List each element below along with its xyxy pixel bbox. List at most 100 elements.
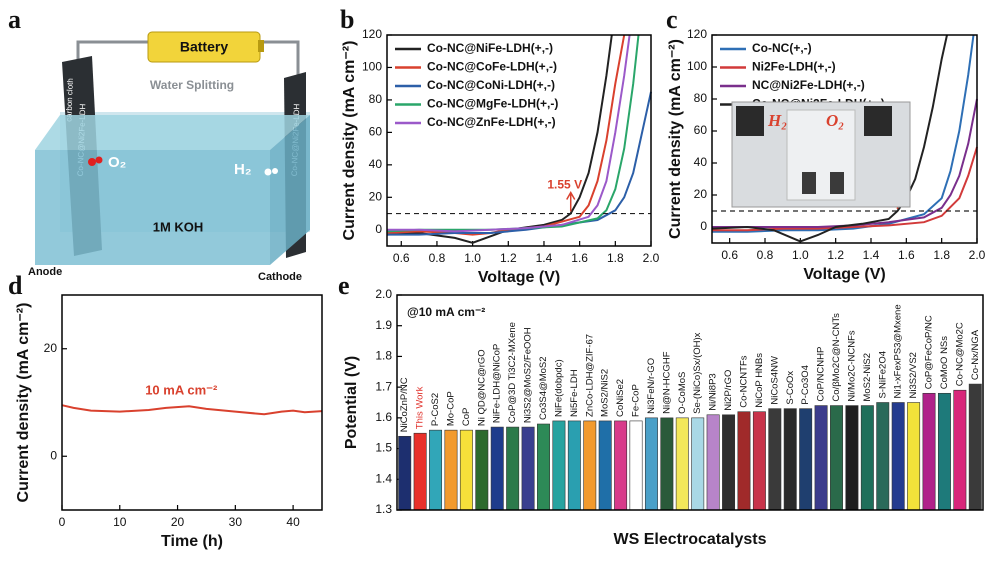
category-label: Co-Nx/NGA xyxy=(970,329,981,380)
x-tick-label: 1.2 xyxy=(827,248,844,262)
x-tick-label: 1.4 xyxy=(536,251,553,265)
x-axis-title: Time (h) xyxy=(161,533,223,550)
bar xyxy=(737,411,751,511)
x-axis-title: Voltage (V) xyxy=(478,269,560,286)
bar xyxy=(937,392,951,511)
bar xyxy=(814,405,828,511)
y-tick-label: 1.8 xyxy=(375,349,392,363)
x-tick-label: 0.6 xyxy=(393,251,410,265)
x-tick-label: 1.6 xyxy=(571,251,588,265)
schematic-title: Water Splitting xyxy=(150,78,234,92)
tank-side xyxy=(270,115,310,265)
inset-label: H₂ xyxy=(767,111,787,130)
x-tick-label: 2.0 xyxy=(643,251,660,265)
bar xyxy=(922,392,936,511)
x-tick-label: 30 xyxy=(229,515,243,529)
bar xyxy=(583,420,597,511)
x-tick-label: 1.8 xyxy=(607,251,624,265)
cathode-label: Cathode xyxy=(258,271,302,283)
tank-front xyxy=(35,150,270,265)
y-tick-label: 80 xyxy=(369,92,383,106)
bar xyxy=(691,417,705,511)
bar xyxy=(629,420,643,511)
category-label: ZnCo-LDH@ZIF-67 xyxy=(584,334,595,417)
category-label: Mo-CoP xyxy=(445,391,456,426)
y-tick-label: 1.4 xyxy=(375,471,392,485)
legend-label: Co-NC@CoFe-LDH(+,-) xyxy=(427,60,557,74)
y-tick-label: 0 xyxy=(50,448,57,462)
bar xyxy=(953,389,967,511)
legend-label: Co-NC(+,-) xyxy=(752,41,812,55)
bar xyxy=(644,417,658,511)
x-tick-label: 1.4 xyxy=(863,248,880,262)
category-label: Ni3FeN/r-GO xyxy=(646,358,657,414)
category-label: Ni2P/rGO xyxy=(723,370,734,411)
category-label: NiCoS4NW xyxy=(769,356,780,405)
bar xyxy=(830,405,843,511)
category-label: P-Co3O4 xyxy=(800,365,811,405)
bar xyxy=(521,426,535,511)
bar xyxy=(552,420,566,511)
x-axis-title: WS Electrocatalysts xyxy=(614,531,767,548)
inset-label: O₂ xyxy=(826,111,844,130)
plot-frame xyxy=(386,34,652,247)
category-label: O-CoMoS xyxy=(677,372,688,414)
category-label: Co-NC@Mo2C xyxy=(954,322,965,386)
y-tick-label: 100 xyxy=(687,59,707,73)
bubble xyxy=(88,158,96,166)
water-surface xyxy=(35,115,310,150)
bar xyxy=(675,417,689,511)
y-axis-title: Potential (V) xyxy=(343,356,360,449)
bar xyxy=(706,414,720,511)
bar xyxy=(860,405,874,511)
y-axis-title: Current density (mA cm⁻²) xyxy=(667,39,684,239)
y-tick-label: 2.0 xyxy=(375,287,392,301)
category-label: S-NiFe2O4 xyxy=(877,351,888,399)
category-label: Se-(NiCo)Sx/(OH)x xyxy=(692,332,703,414)
bar xyxy=(506,426,520,511)
category-label: NiCoP HNBs xyxy=(754,353,765,408)
y-tick-label: 60 xyxy=(369,125,383,139)
category-label: Ni/Ni8P3 xyxy=(708,373,719,411)
bar xyxy=(398,435,412,511)
inset-electrode xyxy=(736,106,764,136)
y-tick-label: 1.7 xyxy=(375,379,392,393)
battery-label: Battery xyxy=(180,39,228,55)
category-label: NiFe-LDH@NiCoP xyxy=(492,344,503,423)
y-tick-label: 0 xyxy=(700,219,707,233)
y-tick-label: 120 xyxy=(362,27,382,41)
anode-label: Anode xyxy=(28,266,62,278)
category-label: CoP@FeCoP/NC xyxy=(924,315,935,389)
data-line xyxy=(61,404,323,416)
bar xyxy=(968,383,982,511)
y-tick-label: 120 xyxy=(687,27,707,41)
bar xyxy=(722,414,736,511)
category-label: MoS2-NiS2 xyxy=(862,353,873,402)
battery-terminal xyxy=(258,40,264,52)
y-tick-label: 80 xyxy=(694,91,708,105)
bar xyxy=(413,432,427,511)
x-tick-label: 1.0 xyxy=(792,248,809,262)
category-label: Co/βMo2C@N-CNTs xyxy=(831,313,842,402)
annotation-arrow xyxy=(566,191,576,212)
category-label: Co-NCNTFs xyxy=(738,355,749,407)
bar xyxy=(537,423,550,511)
y-axis-title: Current density (mA cm⁻²) xyxy=(341,41,358,241)
y-tick-label: 1.6 xyxy=(375,410,392,424)
category-label: CoP@3D Ti3C2-MXene xyxy=(507,322,518,423)
legend-label: Ni2Fe-LDH(+,-) xyxy=(752,60,836,74)
panel-label: d xyxy=(8,271,23,300)
bar xyxy=(891,402,905,511)
plot-frame xyxy=(396,294,984,511)
data-line xyxy=(386,34,613,244)
x-tick-label: 0.8 xyxy=(757,248,774,262)
bar xyxy=(660,417,674,511)
inset-electrode xyxy=(802,172,816,194)
x-axis-title: Voltage (V) xyxy=(803,266,885,283)
y-tick-label: 0 xyxy=(375,222,382,236)
note: 10 mA cm⁻² xyxy=(145,382,218,397)
x-tick-label: 1.8 xyxy=(933,248,950,262)
inset-electrode xyxy=(864,106,892,136)
inset-vessel xyxy=(786,109,856,201)
note: @10 mA cm⁻² xyxy=(407,305,485,319)
